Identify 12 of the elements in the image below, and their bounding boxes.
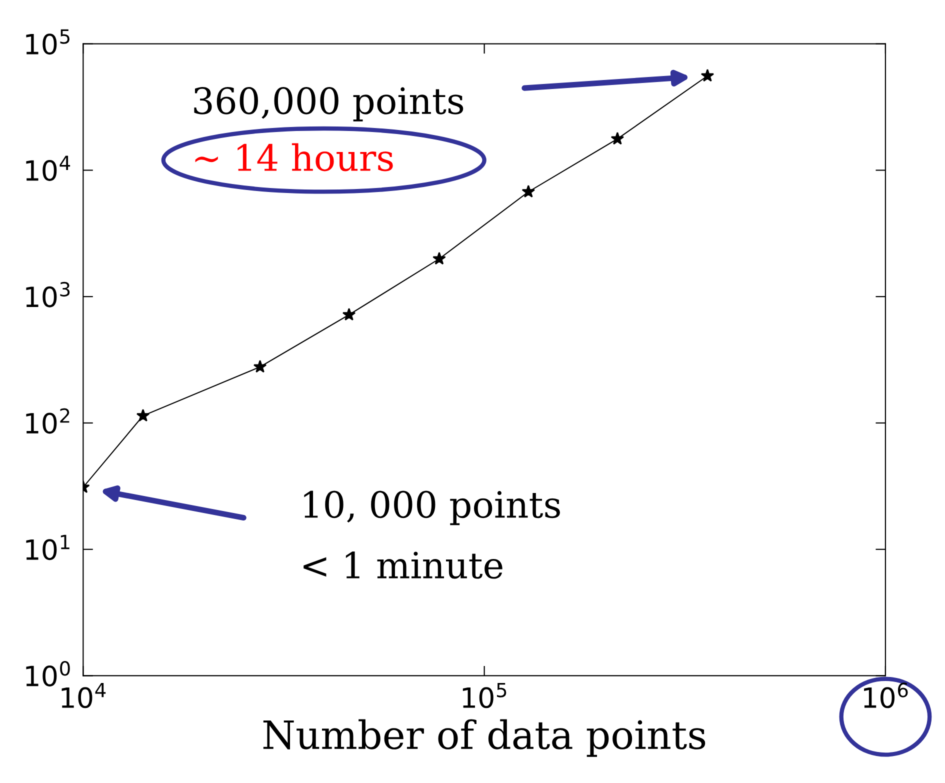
x-axis-title: Number of data points bbox=[263, 719, 706, 757]
annotation: < 1 minute bbox=[304, 551, 502, 579]
y-tick-label: 10$^{5}$ bbox=[26, 29, 70, 55]
y-tick-label: 10$^{1}$ bbox=[26, 534, 70, 560]
annotation: ∼ 14 hours bbox=[195, 143, 393, 172]
annotation: 360,000 points bbox=[194, 87, 464, 122]
x-tick-label: 10$^{5}$ bbox=[462, 682, 506, 708]
annotation: 10, 000 points bbox=[304, 490, 560, 526]
y-tick-label: 10$^{3}$ bbox=[26, 282, 70, 308]
x-tick-label: 10$^{6}$ bbox=[864, 682, 908, 708]
y-tick-label: 10$^{2}$ bbox=[26, 408, 70, 434]
y-tick-label: 10$^{4}$ bbox=[26, 156, 70, 181]
